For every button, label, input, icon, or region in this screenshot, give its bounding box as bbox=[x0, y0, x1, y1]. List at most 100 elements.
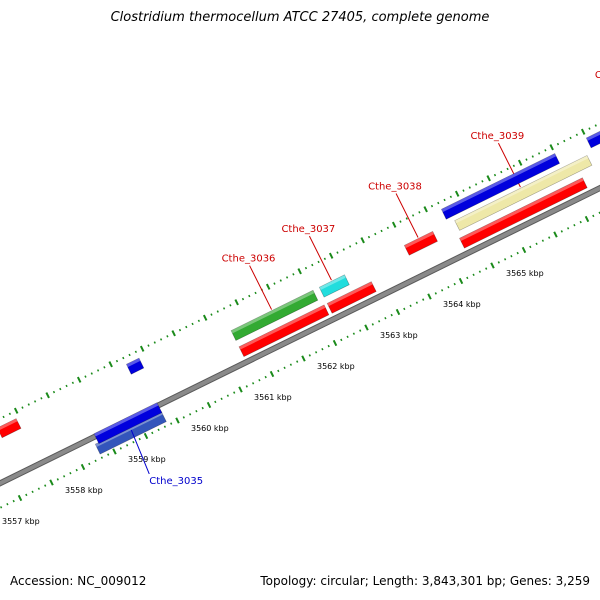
upper-track-tick bbox=[462, 189, 465, 192]
scale-tick bbox=[548, 236, 551, 239]
upper-track-tick bbox=[210, 313, 213, 316]
scale-tick bbox=[107, 453, 110, 456]
upper-track-tick bbox=[531, 155, 534, 158]
upper-track-tick bbox=[342, 248, 345, 251]
scale-tick bbox=[466, 276, 469, 280]
upper-track-tick bbox=[241, 297, 245, 301]
scale-tick bbox=[25, 493, 28, 497]
scale-tick bbox=[332, 339, 338, 347]
scale-tick bbox=[352, 332, 356, 335]
scale-tick bbox=[56, 478, 59, 481]
scale-tick bbox=[132, 440, 135, 444]
upper-track-tick bbox=[443, 198, 446, 202]
scale-tick-label: 3560 kbp bbox=[191, 424, 229, 433]
scale-tick bbox=[478, 270, 482, 273]
scale-tick bbox=[112, 448, 117, 455]
scale-tick bbox=[151, 431, 154, 435]
scale-tick bbox=[12, 499, 15, 503]
upper-track-tick bbox=[134, 350, 137, 354]
scale-tick bbox=[188, 413, 192, 416]
scale-tick bbox=[296, 360, 299, 363]
scale-tick-label: 3557 kbp bbox=[2, 517, 40, 526]
scale-tick-label: 3561 kbp bbox=[254, 393, 292, 402]
scale-tick bbox=[0, 506, 3, 509]
upper-track-tick bbox=[45, 392, 50, 399]
upper-track-tick bbox=[525, 158, 528, 161]
gene-feature bbox=[230, 289, 319, 341]
upper-track-tick bbox=[76, 376, 82, 383]
upper-track-tick bbox=[139, 345, 145, 352]
scale-tick bbox=[409, 304, 412, 308]
map-title: Clostridium thermocellum ATCC 27405, com… bbox=[110, 10, 490, 25]
gene-feature bbox=[318, 274, 350, 298]
upper-track-tick bbox=[544, 149, 547, 152]
upper-track-tick bbox=[380, 229, 383, 233]
scale-tick bbox=[157, 428, 160, 432]
gene-leader-line bbox=[308, 235, 332, 281]
gene-leader-line bbox=[130, 429, 150, 475]
other-feature bbox=[0, 418, 22, 439]
upper-track-tick bbox=[580, 128, 586, 135]
upper-track-tick bbox=[355, 242, 358, 245]
scale-tick bbox=[535, 242, 538, 246]
upper-track-tick bbox=[437, 201, 440, 205]
scale-tick bbox=[94, 459, 97, 463]
gene-leader-line bbox=[249, 265, 273, 310]
scale-tick bbox=[440, 289, 444, 292]
upper-track-tick bbox=[292, 273, 295, 276]
scale-tick bbox=[453, 282, 456, 286]
upper-track-tick bbox=[108, 361, 113, 368]
upper-track-tick bbox=[248, 294, 251, 298]
upper-track-tick bbox=[229, 304, 232, 307]
scale-tick-label: 3562 kbp bbox=[317, 362, 355, 371]
scale-tick bbox=[44, 484, 47, 487]
scale-tick bbox=[516, 251, 519, 255]
cds-feature bbox=[238, 304, 330, 358]
cds-feature bbox=[459, 177, 588, 249]
scale-tick bbox=[163, 425, 167, 428]
scale-tick bbox=[277, 369, 280, 373]
upper-track-tick bbox=[549, 144, 554, 151]
scale-tick bbox=[434, 292, 437, 295]
scale-tick bbox=[31, 490, 34, 494]
upper-track-tick bbox=[348, 245, 352, 248]
upper-track-tick bbox=[575, 133, 578, 137]
scale-tick bbox=[195, 409, 198, 413]
gene-feature bbox=[93, 402, 163, 445]
scale-tick bbox=[170, 422, 173, 425]
cds-feature bbox=[326, 281, 377, 314]
scale-tick bbox=[458, 277, 464, 285]
scale-tick bbox=[321, 347, 324, 351]
scale-tick bbox=[566, 227, 570, 230]
upper-track-tick bbox=[317, 260, 320, 264]
upper-track-tick bbox=[328, 252, 334, 259]
genome-backbone bbox=[0, 185, 600, 486]
upper-track-tick bbox=[386, 226, 389, 230]
upper-track-tick bbox=[128, 353, 131, 357]
upper-track-tick bbox=[569, 136, 572, 140]
gene-label: Cthe_3039 bbox=[470, 131, 524, 142]
upper-track-tick bbox=[59, 387, 62, 391]
scale-tick bbox=[143, 432, 149, 440]
scale-tick bbox=[238, 386, 243, 393]
scale-tick bbox=[119, 447, 122, 450]
scale-tick bbox=[359, 329, 362, 332]
upper-track-tick bbox=[65, 384, 68, 388]
scale-tick bbox=[560, 230, 563, 233]
upper-track-tick bbox=[52, 390, 56, 394]
scale-tick-label: 3559 kbp bbox=[128, 455, 166, 464]
scale-tick bbox=[62, 475, 66, 478]
scale-tick bbox=[579, 220, 582, 224]
scale-tick bbox=[422, 298, 425, 301]
upper-track-tick bbox=[486, 175, 491, 182]
upper-track-tick bbox=[304, 266, 308, 270]
upper-track-tick bbox=[90, 372, 93, 375]
gene-label: Cthe_3037 bbox=[281, 224, 335, 235]
scale-tick bbox=[6, 502, 9, 506]
scale-tick bbox=[245, 385, 248, 388]
scale-tick-label: 3563 kbp bbox=[380, 331, 418, 340]
scale-tick bbox=[415, 301, 419, 304]
scale-tick bbox=[283, 366, 286, 370]
scale-tick bbox=[529, 245, 532, 249]
